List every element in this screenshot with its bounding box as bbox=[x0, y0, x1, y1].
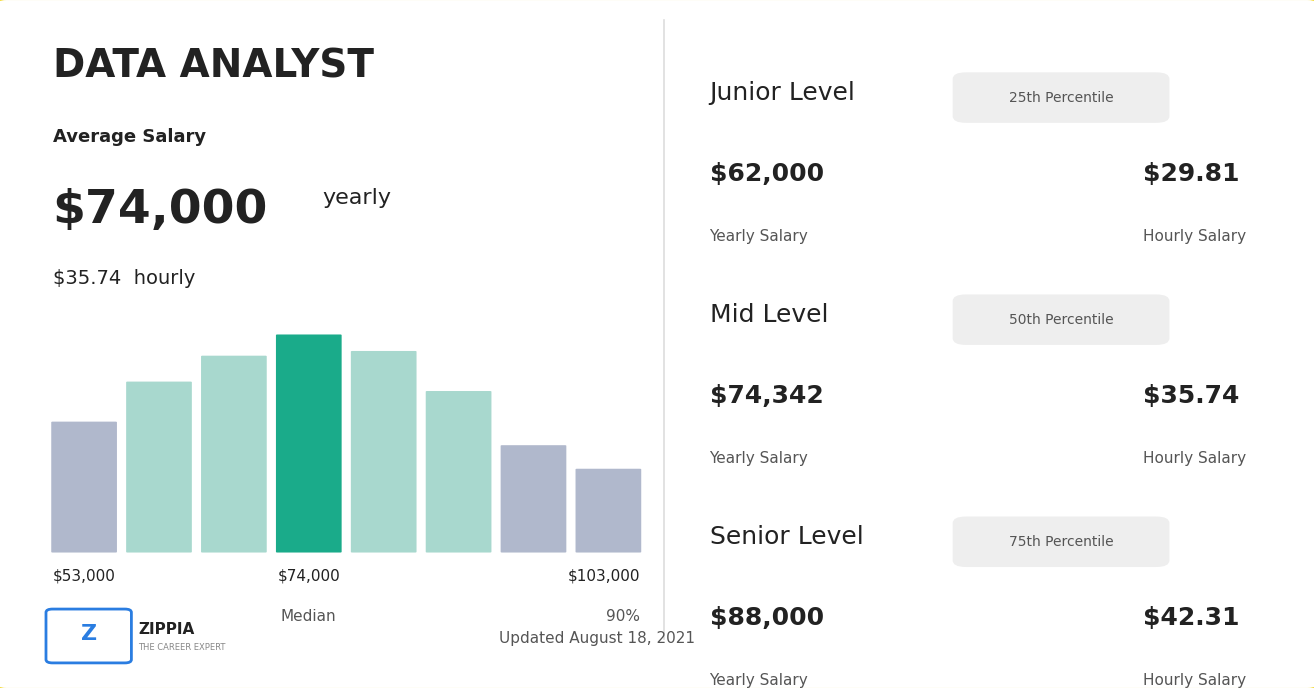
Text: Hourly Salary: Hourly Salary bbox=[1143, 451, 1246, 466]
Text: $42.31: $42.31 bbox=[1143, 605, 1239, 630]
Text: $88,000: $88,000 bbox=[710, 605, 824, 630]
FancyBboxPatch shape bbox=[426, 391, 491, 552]
Text: Yearly Salary: Yearly Salary bbox=[710, 451, 808, 466]
Text: Mid Level: Mid Level bbox=[710, 303, 828, 327]
Text: yearly: yearly bbox=[322, 189, 392, 208]
Text: Yearly Salary: Yearly Salary bbox=[710, 229, 808, 244]
Text: $62,000: $62,000 bbox=[710, 162, 824, 186]
FancyBboxPatch shape bbox=[501, 445, 566, 552]
Text: DATA ANALYST: DATA ANALYST bbox=[53, 47, 373, 85]
Text: $74,000: $74,000 bbox=[53, 189, 268, 233]
Text: Hourly Salary: Hourly Salary bbox=[1143, 229, 1246, 244]
FancyBboxPatch shape bbox=[953, 517, 1169, 567]
FancyBboxPatch shape bbox=[51, 422, 117, 552]
Text: 10%: 10% bbox=[53, 609, 87, 624]
Text: THE CAREER EXPERT: THE CAREER EXPERT bbox=[138, 643, 225, 652]
Text: $53,000: $53,000 bbox=[53, 569, 116, 583]
FancyBboxPatch shape bbox=[126, 382, 192, 552]
FancyBboxPatch shape bbox=[953, 72, 1169, 123]
Text: Z: Z bbox=[80, 624, 97, 644]
Text: Yearly Salary: Yearly Salary bbox=[710, 673, 808, 688]
Text: $35.74  hourly: $35.74 hourly bbox=[53, 269, 194, 288]
Text: $35.74: $35.74 bbox=[1143, 384, 1239, 407]
FancyBboxPatch shape bbox=[953, 294, 1169, 345]
Text: Hourly Salary: Hourly Salary bbox=[1143, 673, 1246, 688]
FancyBboxPatch shape bbox=[576, 469, 641, 552]
Text: Junior Level: Junior Level bbox=[710, 80, 855, 105]
FancyBboxPatch shape bbox=[351, 351, 417, 552]
Text: Updated August 18, 2021: Updated August 18, 2021 bbox=[499, 630, 695, 645]
Text: $29.81: $29.81 bbox=[1143, 162, 1239, 186]
FancyBboxPatch shape bbox=[276, 334, 342, 552]
Text: Median: Median bbox=[281, 609, 336, 624]
FancyBboxPatch shape bbox=[46, 609, 131, 663]
Text: $74,000: $74,000 bbox=[277, 569, 340, 583]
FancyBboxPatch shape bbox=[201, 356, 267, 552]
Text: $103,000: $103,000 bbox=[568, 569, 640, 583]
Text: Senior Level: Senior Level bbox=[710, 525, 863, 549]
Text: ZIPPIA: ZIPPIA bbox=[138, 622, 194, 637]
Text: 90%: 90% bbox=[606, 609, 640, 624]
Text: 25th Percentile: 25th Percentile bbox=[1009, 91, 1113, 105]
Text: 75th Percentile: 75th Percentile bbox=[1009, 535, 1113, 549]
Text: Average Salary: Average Salary bbox=[53, 128, 206, 146]
Text: $74,342: $74,342 bbox=[710, 384, 824, 407]
Text: 50th Percentile: 50th Percentile bbox=[1009, 312, 1113, 327]
